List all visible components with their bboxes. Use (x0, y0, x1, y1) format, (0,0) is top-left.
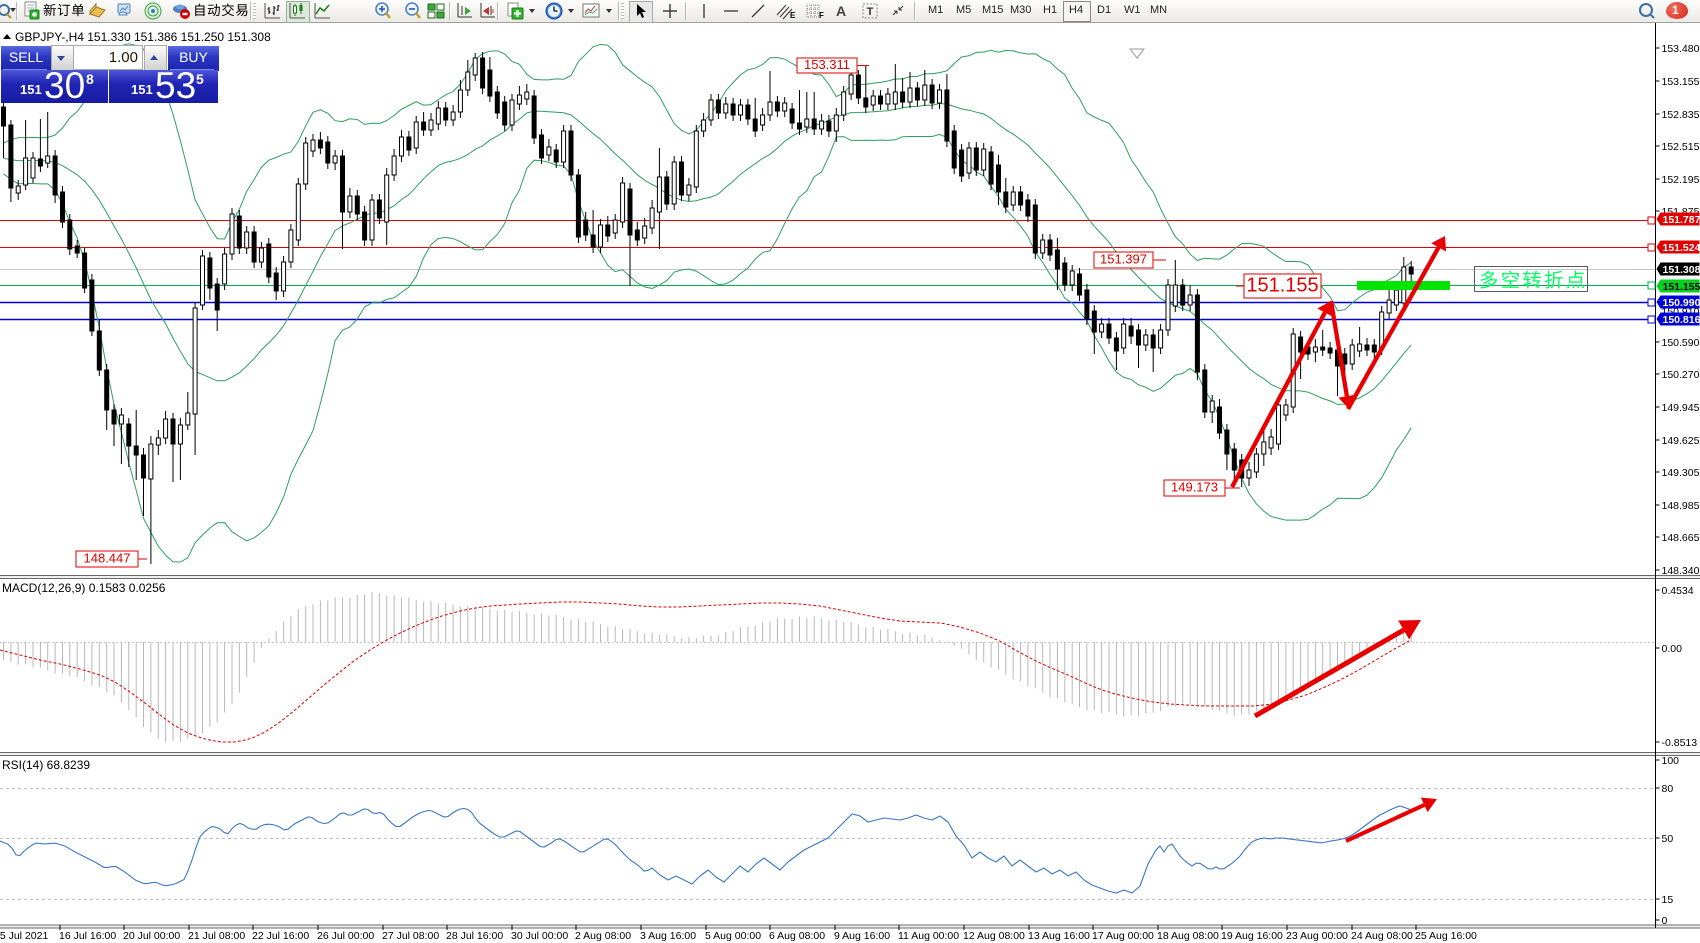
svg-text:151.397: 151.397 (1100, 252, 1147, 267)
svg-text:100: 100 (1662, 755, 1680, 767)
svg-text:19 Aug 16:00: 19 Aug 16:00 (1221, 930, 1283, 942)
svg-text:15 Jul 2021: 15 Jul 2021 (0, 930, 48, 942)
svg-text:152.515: 152.515 (1662, 141, 1700, 153)
svg-text:16 Jul 16:00: 16 Jul 16:00 (59, 930, 116, 942)
svg-text:6 Aug 08:00: 6 Aug 08:00 (769, 930, 825, 942)
svg-text:80: 80 (1662, 783, 1674, 795)
svg-text:152.195: 152.195 (1662, 174, 1700, 186)
svg-text:GBPJPY-,H4 151.330 151.386 15: GBPJPY-,H4 151.330 151.386 151.250 151.3… (15, 30, 271, 44)
svg-text:151.155: 151.155 (1663, 281, 1700, 293)
svg-text:11 Aug 00:00: 11 Aug 00:00 (898, 930, 959, 942)
svg-text:149.173: 149.173 (1171, 480, 1218, 495)
svg-text:153.480: 153.480 (1662, 43, 1700, 55)
svg-text:30 Jul 00:00: 30 Jul 00:00 (511, 930, 568, 942)
svg-text:151.787: 151.787 (1663, 214, 1700, 226)
svg-text:T: T (867, 6, 874, 18)
svg-text:150.590: 150.590 (1662, 337, 1700, 349)
svg-text:12 Aug 08:00: 12 Aug 08:00 (963, 930, 1025, 942)
svg-text:0: 0 (1662, 915, 1668, 927)
svg-text:153.155: 153.155 (1662, 76, 1700, 88)
svg-text:151.155: 151.155 (1246, 274, 1318, 296)
svg-text:27 Jul 08:00: 27 Jul 08:00 (382, 930, 439, 942)
svg-text:-0.8513: -0.8513 (1662, 737, 1698, 749)
svg-text:26 Jul 00:00: 26 Jul 00:00 (317, 930, 374, 942)
svg-text:5 Aug 00:00: 5 Aug 00:00 (705, 930, 761, 942)
svg-text:28 Jul 16:00: 28 Jul 16:00 (446, 930, 503, 942)
svg-text:18 Aug 08:00: 18 Aug 08:00 (1157, 930, 1219, 942)
svg-text:148.985: 148.985 (1662, 500, 1700, 512)
svg-text:24 Aug 08:00: 24 Aug 08:00 (1351, 930, 1413, 942)
svg-text:3 Aug 16:00: 3 Aug 16:00 (640, 930, 696, 942)
svg-text:150.816: 150.816 (1663, 314, 1700, 326)
svg-text:153.311: 153.311 (804, 57, 850, 72)
svg-text:21 Jul 08:00: 21 Jul 08:00 (188, 930, 245, 942)
svg-text:0.4534: 0.4534 (1662, 585, 1694, 597)
svg-text:148.447: 148.447 (84, 551, 131, 566)
svg-text:23 Aug 00:00: 23 Aug 00:00 (1286, 930, 1348, 942)
svg-text:148.340: 148.340 (1662, 565, 1700, 577)
svg-text:MACD(12,26,9) 0.1583 0.0256: MACD(12,26,9) 0.1583 0.0256 (2, 581, 166, 595)
svg-text:0.00: 0.00 (1662, 643, 1683, 655)
svg-text:25 Aug 16:00: 25 Aug 16:00 (1415, 930, 1477, 942)
svg-text:RSI(14) 68.8239: RSI(14) 68.8239 (2, 758, 90, 772)
svg-text:9 Aug 16:00: 9 Aug 16:00 (834, 930, 890, 942)
svg-text:2 Aug 08:00: 2 Aug 08:00 (575, 930, 631, 942)
svg-text:149.305: 149.305 (1662, 467, 1700, 479)
svg-text:150.270: 150.270 (1662, 369, 1700, 381)
svg-text:148.665: 148.665 (1662, 532, 1700, 544)
svg-text:152.835: 152.835 (1662, 109, 1700, 121)
svg-text:151.524: 151.524 (1663, 242, 1700, 254)
svg-text:22 Jul 16:00: 22 Jul 16:00 (252, 930, 309, 942)
svg-text:151.308: 151.308 (1663, 264, 1700, 276)
svg-text:20 Jul 00:00: 20 Jul 00:00 (123, 930, 180, 942)
svg-text:17 Aug 00:00: 17 Aug 00:00 (1092, 930, 1154, 942)
svg-text:15: 15 (1662, 894, 1674, 906)
svg-text:13 Aug 16:00: 13 Aug 16:00 (1028, 930, 1090, 942)
svg-text:149.625: 149.625 (1662, 435, 1700, 447)
svg-text:50: 50 (1662, 833, 1674, 845)
svg-text:150.990: 150.990 (1663, 297, 1700, 309)
svg-text:149.945: 149.945 (1662, 402, 1700, 414)
